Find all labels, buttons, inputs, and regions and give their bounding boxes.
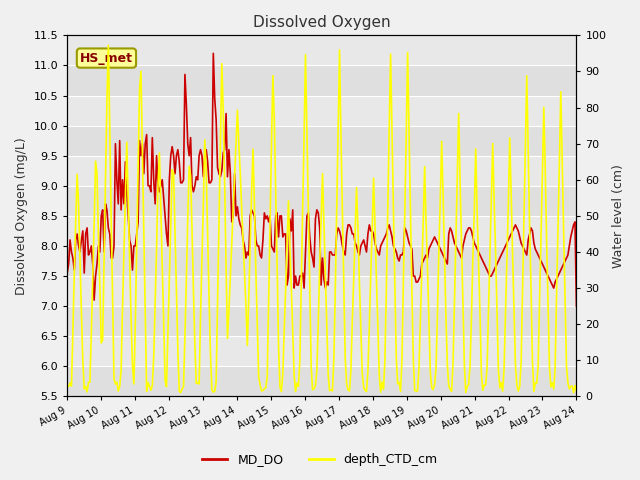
- Bar: [67, 186, 577, 216]
- Title: Dissolved Oxygen: Dissolved Oxygen: [253, 15, 390, 30]
- Legend: MD_DO, depth_CTD_cm: MD_DO, depth_CTD_cm: [197, 448, 443, 471]
- Bar: [67, 306, 577, 336]
- Bar: [67, 65, 577, 96]
- Text: HS_met: HS_met: [80, 51, 133, 65]
- Y-axis label: Water level (cm): Water level (cm): [612, 164, 625, 268]
- Bar: [67, 246, 577, 276]
- Y-axis label: Dissolved Oxygen (mg/L): Dissolved Oxygen (mg/L): [15, 137, 28, 295]
- Bar: [67, 366, 577, 396]
- Bar: [67, 126, 577, 156]
